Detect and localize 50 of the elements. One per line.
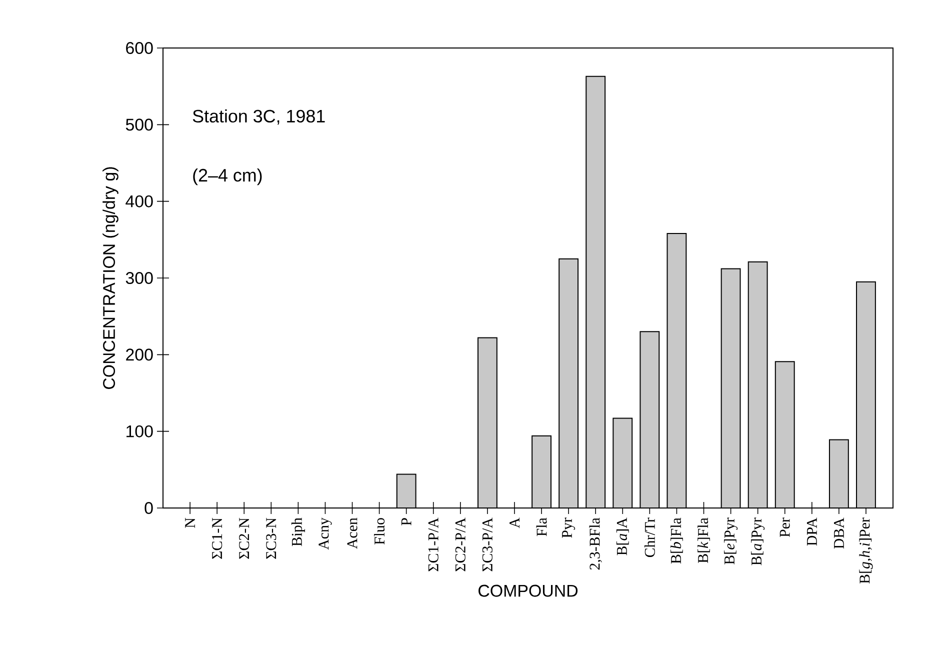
bar [396, 474, 416, 508]
bar [721, 268, 740, 508]
bar [667, 234, 686, 508]
x-tick-label: B[b]Fla [670, 518, 683, 564]
x-tick-label: ΣC2-P/A [455, 518, 466, 572]
bar [775, 362, 794, 508]
x-tick-label: P [401, 518, 412, 526]
annotation: Station 3C, 1981 [192, 109, 325, 125]
x-tick-label: ΣC3-P/A [482, 518, 492, 572]
x-tick-label: B[k]Fla [698, 518, 710, 563]
x-tick-label: A [510, 518, 520, 528]
y-tick-label: 400 [126, 195, 153, 208]
bar [748, 262, 768, 508]
y-tick-label: 200 [126, 348, 153, 361]
bar [586, 76, 606, 508]
annotation: (2–4 cm) [193, 168, 262, 186]
y-tick-label: 500 [126, 118, 153, 131]
y-tick-label: 300 [126, 272, 153, 284]
x-tick-label: ΣC1-N [212, 518, 222, 559]
y-tick-label: 100 [126, 425, 153, 438]
bar [532, 436, 551, 508]
y-tick-label: 600 [126, 42, 153, 54]
x-tick-label: Per [780, 518, 790, 538]
bar [640, 332, 660, 508]
bar [856, 281, 876, 508]
x-tick-label: Acen [347, 518, 358, 549]
x-tick-label: ΣC3-N [266, 518, 276, 559]
x-tick-label: Fluo [374, 518, 385, 544]
x-tick-label: Biph [291, 518, 305, 546]
x-tick-label: DBA [834, 518, 844, 549]
x-axis-title: COMPOUND [478, 584, 578, 597]
x-tick-label: Chr/Tr [644, 518, 655, 558]
x-tick-label: 2,3-BFla [589, 518, 602, 570]
x-tick-label: B[a]Pyr [751, 518, 765, 566]
x-tick-label: Acny [318, 518, 332, 550]
x-tick-label: B[a]A [616, 518, 629, 556]
x-tick-label: N [185, 518, 195, 528]
y-tick-label: 0 [144, 502, 153, 514]
y-axis-title: CONCENTRATION (ng/dry g) [102, 167, 118, 389]
bar [613, 418, 632, 508]
x-tick-label: Fla [536, 518, 547, 536]
x-tick-label: DPA [806, 518, 817, 546]
x-tick-label: B[e]Pyr [724, 518, 738, 564]
x-tick-label: ΣC1-P/A [428, 518, 438, 572]
x-tick-label: ΣC2-N [239, 518, 250, 559]
x-tick-label: Pyr [562, 518, 576, 538]
bar [478, 338, 497, 508]
x-tick-label: B[g,h,i]Per [859, 518, 873, 584]
bar [829, 440, 848, 508]
bar [559, 258, 578, 508]
